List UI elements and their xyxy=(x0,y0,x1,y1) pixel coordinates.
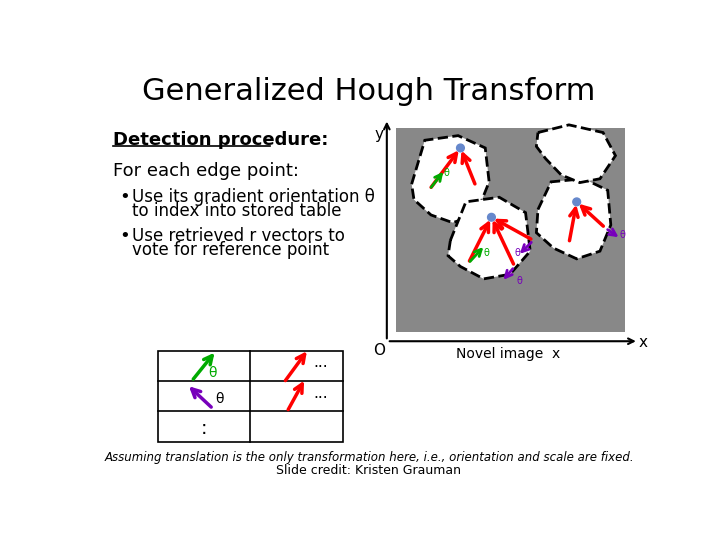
Text: Use retrieved r vectors to: Use retrieved r vectors to xyxy=(132,227,345,245)
Circle shape xyxy=(456,144,464,152)
Text: Use its gradient orientation θ: Use its gradient orientation θ xyxy=(132,188,374,206)
Text: Slide credit: Kristen Grauman: Slide credit: Kristen Grauman xyxy=(276,464,462,477)
Text: Novel image  x: Novel image x xyxy=(456,347,561,361)
Polygon shape xyxy=(412,136,489,222)
Text: vote for reference point: vote for reference point xyxy=(132,241,329,259)
Polygon shape xyxy=(536,125,616,183)
Text: ...: ... xyxy=(313,355,328,370)
Text: Assuming translation is the only transformation here, i.e., orientation and scal: Assuming translation is the only transfo… xyxy=(104,451,634,464)
Polygon shape xyxy=(536,179,611,259)
Text: O: O xyxy=(373,343,385,358)
Text: θ: θ xyxy=(444,168,449,178)
Text: θ: θ xyxy=(516,276,522,286)
Text: •: • xyxy=(120,188,130,206)
Polygon shape xyxy=(448,197,530,279)
Text: Generalized Hough Transform: Generalized Hough Transform xyxy=(143,77,595,106)
Text: y: y xyxy=(374,126,384,141)
Bar xyxy=(396,128,625,332)
Text: :: : xyxy=(201,418,207,438)
Text: θ: θ xyxy=(484,248,490,258)
Text: •: • xyxy=(120,227,130,245)
Text: θ: θ xyxy=(215,392,223,406)
Circle shape xyxy=(573,198,580,206)
Text: to index into stored table: to index into stored table xyxy=(132,202,341,220)
Text: For each edge point:: For each edge point: xyxy=(113,162,300,180)
Text: θ: θ xyxy=(619,230,625,240)
Text: x: x xyxy=(639,335,648,350)
Text: θ: θ xyxy=(515,248,521,258)
Bar xyxy=(158,351,343,442)
Text: ...: ... xyxy=(313,386,328,401)
Text: θ: θ xyxy=(209,366,217,380)
Text: Detection procedure:: Detection procedure: xyxy=(113,131,328,149)
Circle shape xyxy=(487,213,495,221)
